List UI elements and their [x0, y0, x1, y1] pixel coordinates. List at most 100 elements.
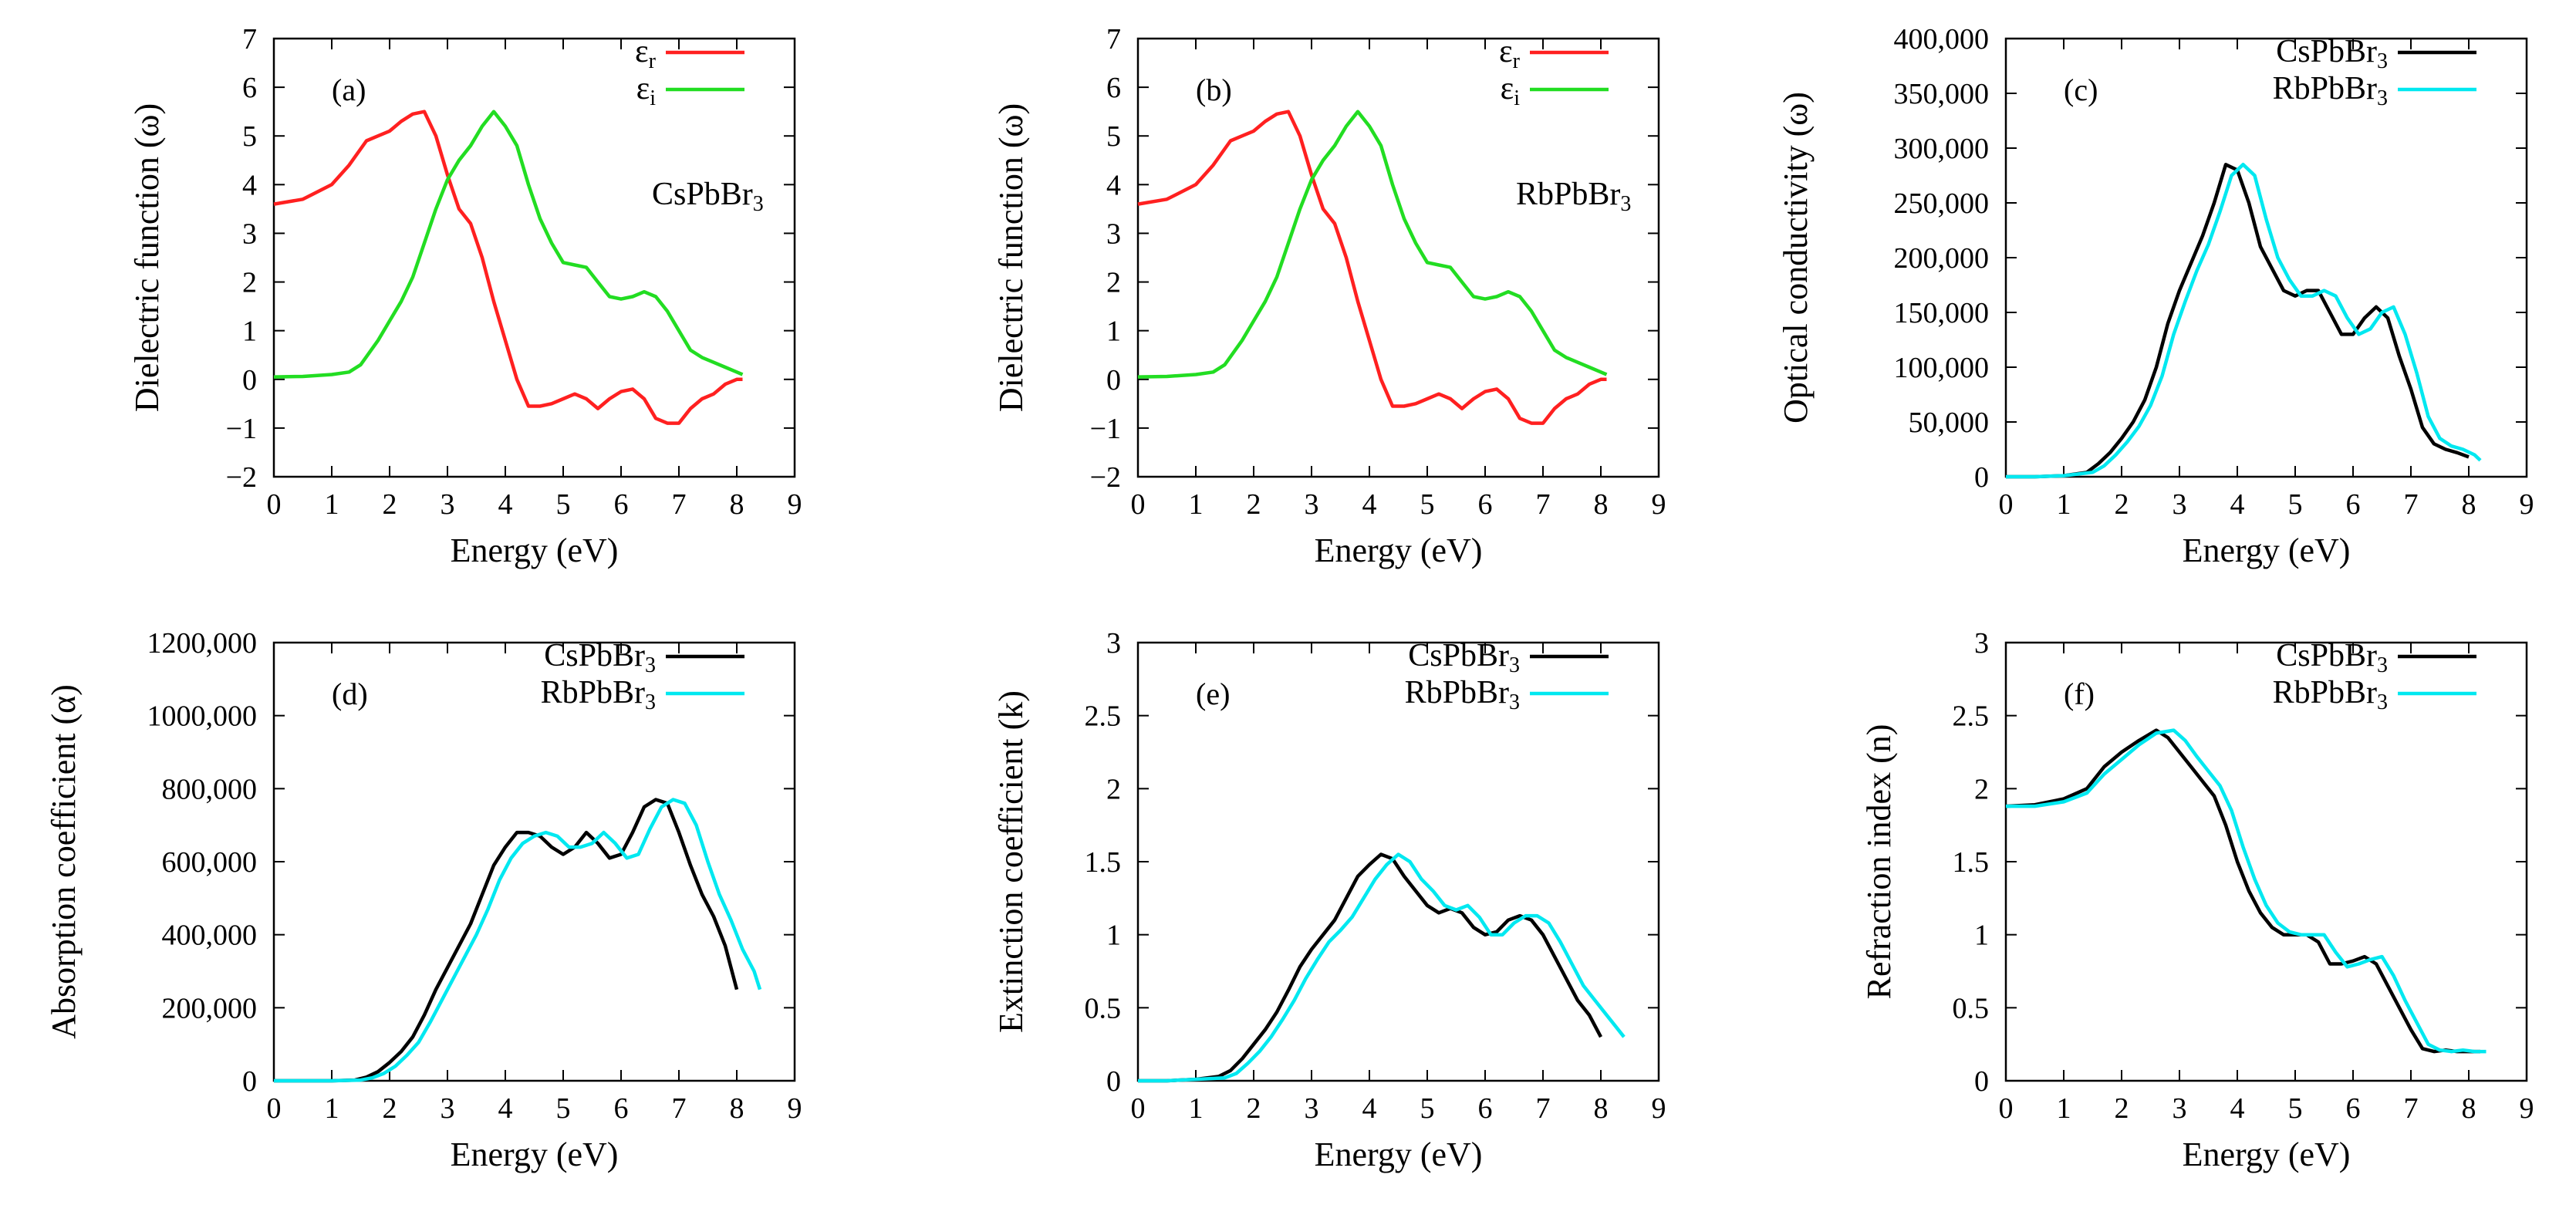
x-tick-label: 8: [2462, 1092, 2476, 1125]
y-axis-label: Dielectric function (ω): [128, 103, 166, 412]
y-axis-label: Absorption coefficient (α): [45, 684, 83, 1039]
series-line-εi: [1137, 110, 1608, 379]
y-tick-label: 1: [1106, 316, 1121, 348]
x-tick-label: 7: [1536, 1092, 1551, 1125]
x-tick-label: 5: [1420, 1092, 1435, 1125]
x-tick-label: 5: [556, 1092, 571, 1125]
y-tick-label: 800,000: [162, 773, 258, 805]
panel-label: (d): [332, 677, 368, 711]
legend-label: RbPbBr3: [2273, 675, 2388, 714]
y-tick-label: 1000,000: [147, 700, 258, 733]
x-tick-label: 1: [2057, 488, 2071, 521]
y-tick-label: 0: [1974, 461, 1989, 494]
series-line-RbPbBr3: [274, 798, 762, 1083]
x-tick-label: 4: [498, 488, 513, 521]
y-tick-label: 7: [1106, 23, 1121, 56]
x-tick-label: 9: [788, 488, 802, 521]
x-tick-label: 8: [1594, 488, 1609, 521]
x-tick-label: 3: [441, 488, 455, 521]
x-tick-label: 1: [325, 488, 339, 521]
panel-d: 0 1 2 3 4 5 6 7 8 9 0 200,000 400,000 600,000 800,000 1…: [45, 627, 802, 1173]
y-tick-label: 2: [1974, 773, 1989, 805]
legend-label: CsPbBr3: [2276, 638, 2388, 677]
x-tick-label: 6: [2346, 488, 2361, 521]
x-axis-label: Energy (eV): [2183, 1136, 2351, 1173]
y-tick-label: 0: [1106, 1065, 1121, 1098]
panel-c: 0 1 2 3 4 5 6 7 8 9 0 50,000 100,000 150,000 200,000 25…: [1777, 23, 2534, 569]
x-tick-label: 2: [2115, 1092, 2129, 1125]
y-tick-label: 2: [1106, 267, 1121, 299]
y-tick-label: 0: [242, 1065, 257, 1098]
y-tick-label: 4: [1106, 169, 1121, 201]
x-tick-label: 8: [1594, 1092, 1609, 1125]
x-tick-label: 6: [614, 1092, 629, 1125]
legend-label: εi: [636, 71, 657, 110]
series-line-CsPbBr3: [2005, 728, 2480, 1054]
legend-label: CsPbBr3: [2276, 34, 2388, 73]
y-tick-label: 5: [242, 120, 257, 153]
legend-label: CsPbBr3: [544, 638, 656, 677]
y-tick-label: 1.5: [1085, 846, 1122, 879]
x-tick-label: 9: [1652, 1092, 1666, 1125]
x-tick-label: 1: [325, 1092, 339, 1125]
y-tick-label: 0: [242, 364, 257, 397]
y-axis-label: Extinction coefficient (k): [992, 690, 1030, 1033]
y-tick-label: 250,000: [1894, 187, 1990, 220]
legend-label: εr: [1499, 34, 1521, 73]
legend-label: RbPbBr3: [1405, 675, 1520, 714]
x-tick-label: 5: [556, 488, 571, 521]
y-tick-label: 6: [1106, 72, 1121, 104]
y-tick-label: 2: [242, 267, 257, 299]
x-tick-label: 0: [267, 1092, 282, 1125]
x-tick-label: 9: [788, 1092, 802, 1125]
material-annotation: RbPbBr3: [1516, 177, 1631, 216]
panel-label: (f): [2064, 677, 2095, 711]
y-tick-label: 150,000: [1894, 297, 1990, 329]
y-tick-label: −1: [1090, 413, 1121, 445]
x-tick-label: 0: [1999, 488, 2014, 521]
x-tick-label: 5: [2288, 1092, 2303, 1125]
series-line-CsPbBr3: [274, 798, 739, 1083]
x-tick-label: 3: [1305, 1092, 1319, 1125]
x-tick-label: 9: [2520, 488, 2534, 521]
x-axis-label: Energy (eV): [451, 532, 619, 569]
x-tick-label: 0: [267, 488, 282, 521]
x-tick-label: 5: [1420, 488, 1435, 521]
y-tick-label: 1: [1106, 920, 1121, 952]
y-tick-label: 3: [1106, 627, 1121, 660]
x-tick-label: 4: [1362, 1092, 1377, 1125]
x-tick-label: 9: [2520, 1092, 2534, 1125]
y-tick-label: 1: [1974, 920, 1989, 952]
x-tick-label: 3: [2173, 1092, 2187, 1125]
x-tick-label: 7: [2404, 1092, 2419, 1125]
legend-label: RbPbBr3: [541, 675, 656, 714]
y-axis-label: Optical conductivity (ω): [1777, 92, 1815, 424]
y-tick-label: 400,000: [1894, 23, 1990, 56]
x-tick-label: 6: [1478, 1092, 1493, 1125]
panel-f: 0 1 2 3 4 5 6 7 8 9 0 0.5 1 1.5 2 2.5 3 Energy (eV) Refrac…: [1860, 627, 2534, 1173]
y-tick-label: 1200,000: [147, 627, 258, 660]
y-tick-label: 2: [1106, 773, 1121, 805]
plot-frame: [272, 37, 796, 478]
x-axis-label: Energy (eV): [2183, 532, 2351, 569]
y-tick-label: 0.5: [1953, 992, 1990, 1024]
y-tick-label: 600,000: [162, 846, 258, 879]
x-tick-label: 4: [1362, 488, 1377, 521]
y-tick-label: 200,000: [1894, 242, 1990, 275]
x-tick-label: 6: [614, 488, 629, 521]
x-tick-label: 9: [1652, 488, 1666, 521]
y-tick-label: 1.5: [1953, 846, 1990, 879]
x-tick-label: 8: [730, 488, 744, 521]
series-line-RbPbBr3: [2006, 728, 2487, 1054]
x-tick-label: 0: [1999, 1092, 2014, 1125]
series-line-CsPbBr3: [2006, 163, 2470, 479]
y-tick-label: 50,000: [1909, 407, 1990, 439]
y-tick-label: 350,000: [1894, 78, 1990, 110]
y-tick-label: 2.5: [1085, 700, 1122, 733]
legend-label: εi: [1501, 71, 1521, 110]
x-tick-label: 3: [2173, 488, 2187, 521]
y-tick-label: 5: [1106, 120, 1121, 153]
x-tick-label: 4: [2230, 1092, 2245, 1125]
y-tick-label: −2: [226, 461, 257, 494]
y-tick-label: 3: [242, 218, 257, 250]
